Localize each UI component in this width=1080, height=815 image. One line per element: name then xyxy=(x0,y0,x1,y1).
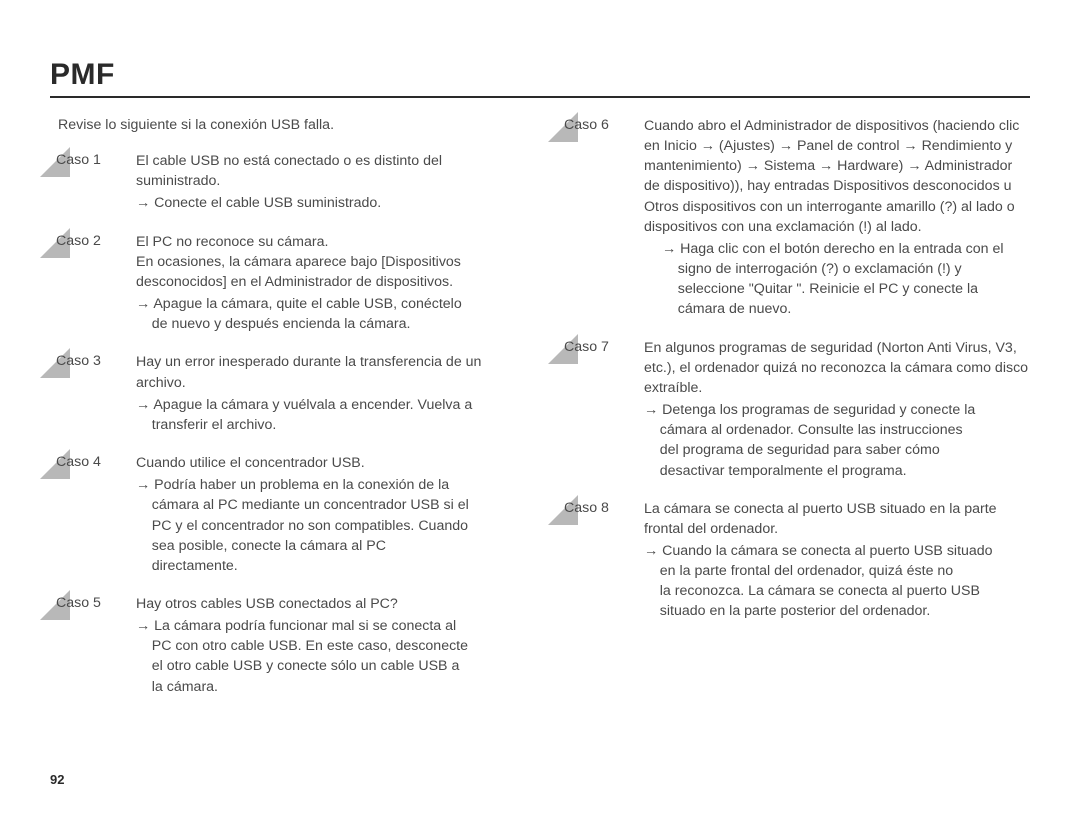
case-block: Caso 1El cable USB no está conectado o e… xyxy=(50,151,522,213)
case-description: En algunos programas de seguridad (Norto… xyxy=(644,338,1030,398)
case-label: Caso 4 xyxy=(50,453,136,470)
case-body: En algunos programas de seguridad (Norto… xyxy=(644,338,1030,481)
case-block: Caso 3Hay un error inesperado durante la… xyxy=(50,352,522,435)
case-action: → Apague la cámara y vuélvala a encender… xyxy=(136,395,522,435)
case-label-wrap: Caso 8 xyxy=(558,499,644,516)
case-block: Caso 5Hay otros cables USB conectados al… xyxy=(50,594,522,697)
case-description: Cuando utilice el concentrador USB. xyxy=(136,453,522,473)
case-block: Caso 6Cuando abro el Administrador de di… xyxy=(558,116,1030,320)
case-description: Cuando abro el Administrador de disposit… xyxy=(644,116,1030,237)
case-label: Caso 3 xyxy=(50,352,136,369)
case-body: La cámara se conecta al puerto USB situa… xyxy=(644,499,1030,622)
page-title: PMF xyxy=(50,58,1030,98)
page-number: 92 xyxy=(50,772,64,787)
case-action: → Cuando la cámara se conecta al puerto … xyxy=(644,541,1030,622)
case-label: Caso 5 xyxy=(50,594,136,611)
columns: Revise lo siguiente si la conexión USB f… xyxy=(50,116,1030,715)
case-block: Caso 8La cámara se conecta al puerto USB… xyxy=(558,499,1030,622)
case-label-wrap: Caso 1 xyxy=(50,151,136,168)
case-action: → La cámara podría funcionar mal si se c… xyxy=(136,616,522,697)
case-description: Hay un error inesperado durante la trans… xyxy=(136,352,522,392)
case-description: El cable USB no está conectado o es dist… xyxy=(136,151,522,191)
case-description: La cámara se conecta al puerto USB situa… xyxy=(644,499,1030,539)
case-body: Cuando utilice el concentrador USB.→ Pod… xyxy=(136,453,522,576)
left-column: Revise lo siguiente si la conexión USB f… xyxy=(50,116,522,715)
case-body: El PC no reconoce su cámara.En ocasiones… xyxy=(136,232,522,335)
case-body: El cable USB no está conectado o es dist… xyxy=(136,151,522,213)
right-column: Caso 6Cuando abro el Administrador de di… xyxy=(558,116,1030,715)
case-description: Hay otros cables USB conectados al PC? xyxy=(136,594,522,614)
case-block: Caso 4Cuando utilice el concentrador USB… xyxy=(50,453,522,576)
case-label: Caso 2 xyxy=(50,232,136,249)
case-action: → Conecte el cable USB suministrado. xyxy=(136,193,522,213)
case-label-wrap: Caso 4 xyxy=(50,453,136,470)
case-action: → Detenga los programas de seguridad y c… xyxy=(644,400,1030,481)
case-body: Hay un error inesperado durante la trans… xyxy=(136,352,522,435)
case-body: Hay otros cables USB conectados al PC?→ … xyxy=(136,594,522,697)
case-label: Caso 8 xyxy=(558,499,644,516)
case-body: Cuando abro el Administrador de disposit… xyxy=(644,116,1030,320)
case-description: El PC no reconoce su cámara.En ocasiones… xyxy=(136,232,522,292)
right-cases-container: Caso 6Cuando abro el Administrador de di… xyxy=(558,116,1030,622)
left-cases-container: Caso 1El cable USB no está conectado o e… xyxy=(50,151,522,697)
case-label-wrap: Caso 7 xyxy=(558,338,644,355)
case-label-wrap: Caso 6 xyxy=(558,116,644,133)
case-action: → Haga clic con el botón derecho en la e… xyxy=(644,239,1030,320)
case-label-wrap: Caso 5 xyxy=(50,594,136,611)
intro-text: Revise lo siguiente si la conexión USB f… xyxy=(58,116,522,135)
case-block: Caso 7En algunos programas de seguridad … xyxy=(558,338,1030,481)
case-label-wrap: Caso 2 xyxy=(50,232,136,249)
case-action: → Podría haber un problema en la conexió… xyxy=(136,475,522,576)
case-action: → Apague la cámara, quite el cable USB, … xyxy=(136,294,522,334)
case-label: Caso 1 xyxy=(50,151,136,168)
case-label: Caso 7 xyxy=(558,338,644,355)
case-label-wrap: Caso 3 xyxy=(50,352,136,369)
case-label: Caso 6 xyxy=(558,116,644,133)
case-block: Caso 2El PC no reconoce su cámara.En oca… xyxy=(50,232,522,335)
